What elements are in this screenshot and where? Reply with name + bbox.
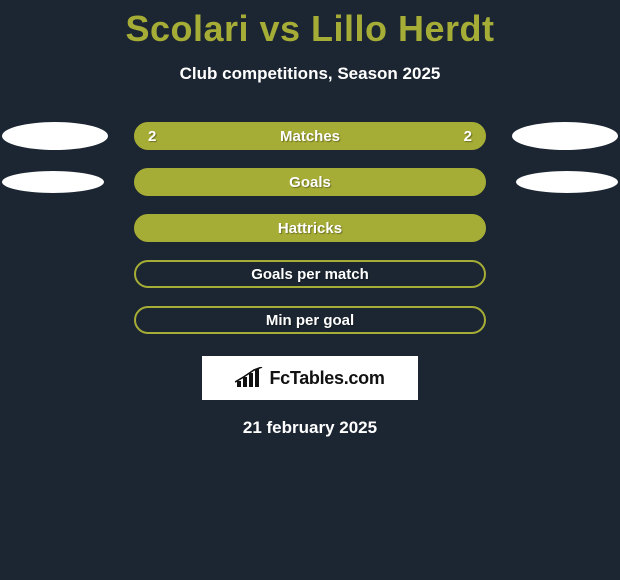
- left-player-marker-slot: [2, 122, 134, 150]
- stat-row: 2 Matches 2: [0, 122, 620, 150]
- stat-label: Matches: [280, 128, 340, 145]
- subtitle: Club competitions, Season 2025: [180, 64, 441, 84]
- stat-value-right: 2: [464, 128, 472, 145]
- left-player-marker: [2, 122, 108, 150]
- stats-list: 2 Matches 2 Goals Hattricks Goals per match Mi…: [0, 122, 620, 352]
- stat-bar: Goals per match: [134, 260, 486, 288]
- right-player-marker-slot: [486, 122, 618, 150]
- stat-label: Hattricks: [278, 220, 342, 237]
- stat-value-left: 2: [148, 128, 156, 145]
- right-player-marker: [516, 171, 618, 193]
- stat-bar: Goals: [134, 168, 486, 196]
- date-label: 21 february 2025: [243, 418, 377, 438]
- stat-row: Hattricks: [0, 214, 620, 242]
- site-logo[interactable]: FcTables.com: [202, 356, 418, 400]
- stat-bar: Hattricks: [134, 214, 486, 242]
- page-title: Scolari vs Lillo Herdt: [125, 8, 494, 50]
- right-player-marker: [512, 122, 618, 150]
- comparison-card: Scolari vs Lillo Herdt Club competitions…: [0, 0, 620, 438]
- stat-row: Goals: [0, 168, 620, 196]
- logo-inner: FcTables.com: [235, 367, 384, 389]
- stat-label: Goals per match: [251, 266, 369, 283]
- stat-row: Goals per match: [0, 260, 620, 288]
- left-player-marker: [2, 171, 104, 193]
- stat-bar: 2 Matches 2: [134, 122, 486, 150]
- bar-chart-icon: [235, 367, 263, 389]
- stat-bar: Min per goal: [134, 306, 486, 334]
- stat-label: Min per goal: [266, 312, 354, 329]
- stat-row: Min per goal: [0, 306, 620, 334]
- right-player-marker-slot: [486, 171, 618, 193]
- left-player-marker-slot: [2, 171, 134, 193]
- stat-label: Goals: [289, 174, 331, 191]
- logo-text: FcTables.com: [269, 368, 384, 389]
